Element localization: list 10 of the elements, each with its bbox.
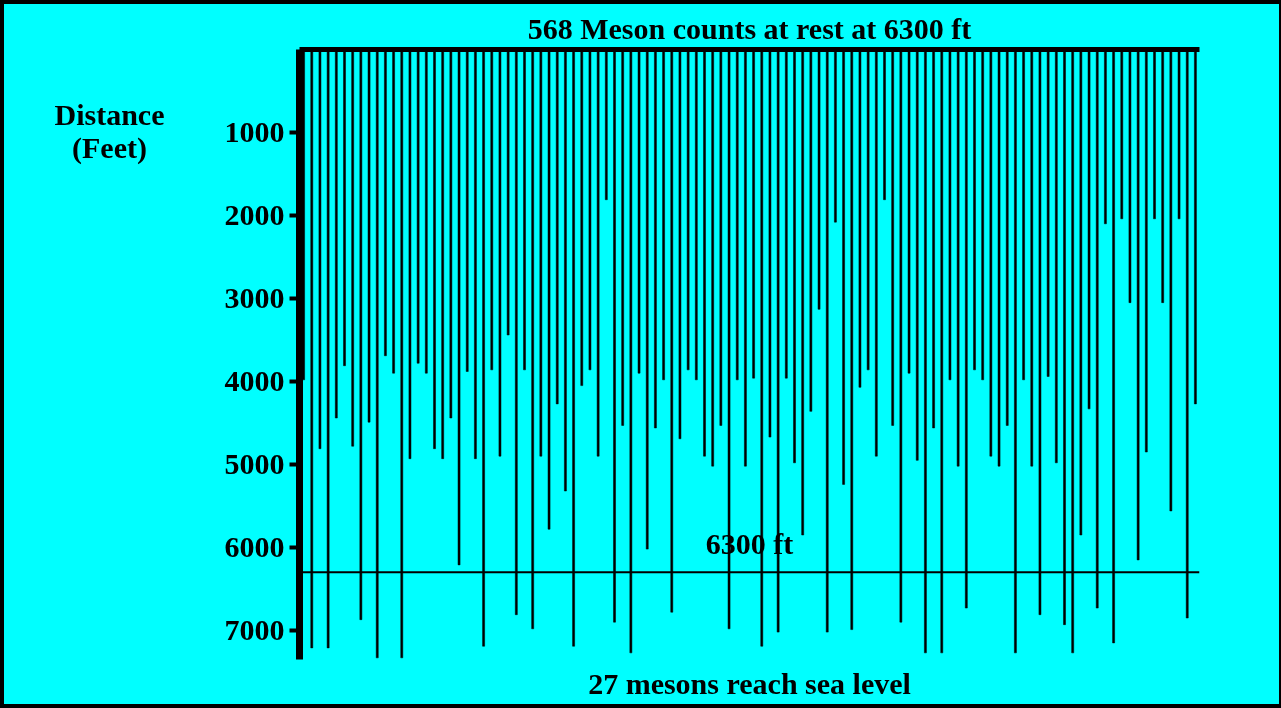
- y-tick-label: 7000: [224, 612, 285, 646]
- y-tick-label: 6000: [224, 529, 285, 563]
- y-axis-title: Distance (Feet): [54, 98, 165, 166]
- y-tick-label: 1000: [224, 114, 285, 148]
- y-tick-label: 3000: [224, 280, 285, 314]
- chart-title: 568 Meson counts at rest at 6300 ft: [527, 11, 972, 45]
- y-tick-label: 5000: [224, 446, 285, 480]
- y-tick-label: 2000: [224, 197, 285, 231]
- y-tick-label: 4000: [224, 363, 285, 397]
- text: 27 mesons reach sea level: [588, 666, 911, 700]
